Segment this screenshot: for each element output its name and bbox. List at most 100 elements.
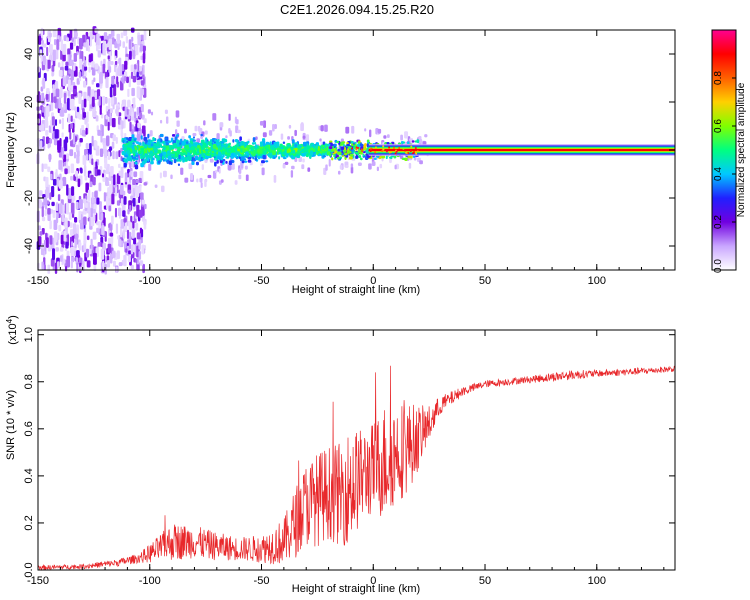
- spectrogram-cell: [357, 143, 361, 148]
- spectrogram-cell: [129, 121, 132, 132]
- spectrogram-cell: [237, 148, 241, 152]
- spectrogram-cell: [273, 141, 278, 145]
- spectrogram-cell: [153, 143, 157, 147]
- spectrogram-cell: [57, 194, 61, 202]
- spectrogram-cell: [139, 260, 144, 266]
- spectrogram-cell: [217, 151, 221, 155]
- spectrogram-cell: [133, 138, 137, 142]
- spectrogram-cell: [388, 151, 391, 154]
- spectrogram-cell: [255, 144, 258, 149]
- spectrogram-cell: [139, 227, 143, 234]
- spectrogram-cell: [259, 155, 264, 159]
- spectrogram-cell: [368, 163, 372, 170]
- spectrogram-cell: [286, 149, 290, 154]
- spectrogram-cell: [202, 157, 205, 161]
- spectrogram-cell: [92, 252, 97, 265]
- snr-multiplier: (x104): [5, 315, 19, 345]
- spectrogram-cell: [58, 203, 63, 214]
- spectrogram-cell: [69, 29, 73, 40]
- spectrogram-cell: [88, 152, 92, 163]
- spectrogram-cell: [123, 218, 127, 223]
- spectrogram-cell: [108, 33, 112, 40]
- spectrogram-cell: [261, 160, 265, 164]
- spectrogram-cell: [167, 146, 170, 151]
- spectrogram-cell: [131, 87, 135, 97]
- spectrogram-cell: [102, 96, 106, 106]
- spectrogram-cell: [101, 124, 104, 137]
- spectrogram-cell: [251, 153, 256, 156]
- spectrogram-cell: [178, 154, 181, 160]
- spectrogram-cell: [215, 169, 218, 174]
- spectrogram-cell: [70, 175, 73, 181]
- spectrogram-cell: [68, 212, 72, 220]
- spectrogram-cell: [70, 246, 75, 257]
- spectrogram-cell: [104, 157, 108, 168]
- spectrogram-cell: [122, 229, 126, 239]
- spectrogram-cell: [118, 150, 121, 158]
- spectrogram-cell: [154, 184, 158, 188]
- snr-xtick-label: 0: [370, 575, 376, 587]
- spectrogram-cell: [403, 149, 406, 152]
- spectrogram-cell: [46, 59, 51, 69]
- spectrogram-cell: [355, 155, 359, 159]
- spectrogram-cell: [49, 220, 52, 230]
- spectrogram-cell: [41, 261, 44, 270]
- spectrogram-cell: [212, 113, 217, 121]
- spectrogram-cell: [168, 161, 172, 165]
- spectrogram-cell: [346, 144, 351, 147]
- spectrogram-cell: [70, 115, 73, 122]
- spectrogram-cell: [129, 50, 132, 60]
- spectrogram-cell: [133, 237, 137, 245]
- spectrogram-cell: [66, 184, 69, 196]
- spectrogram-cell: [371, 161, 376, 166]
- spectrogram-cell: [411, 140, 415, 143]
- spectrogram-cell: [388, 146, 391, 149]
- spectrogram-cell: [252, 156, 255, 160]
- spectrogram-cell: [104, 263, 107, 275]
- spectrogram-cell: [188, 143, 193, 147]
- spectrogram-cell: [419, 139, 423, 143]
- spectrogram-cell: [50, 258, 55, 267]
- spectrogram-cell: [351, 149, 355, 152]
- spectrogram-cell: [162, 146, 166, 151]
- spectrogram-cell: [402, 147, 405, 150]
- snr-ytick-label: 0.2: [23, 515, 35, 530]
- spectrogram-cell: [190, 173, 194, 181]
- spectrogram-cell: [196, 178, 199, 183]
- spectrogram-cell: [331, 157, 334, 161]
- spectrogram-cell: [86, 235, 90, 241]
- spectrogram-cell: [300, 148, 305, 153]
- spectrogram-cell: [211, 153, 214, 157]
- spectrogram-cell: [115, 137, 118, 144]
- spectrogram-cell: [322, 155, 327, 158]
- spectrogram-cell: [127, 100, 131, 108]
- spectrogram-cell: [181, 141, 186, 146]
- spectrogram-tone-band: [368, 148, 675, 152]
- spectrogram-cell: [369, 150, 372, 153]
- spectrogram-cell: [192, 142, 197, 147]
- spectrogram-cell: [148, 153, 152, 159]
- spectrogram-cell: [272, 123, 275, 132]
- spectrogram-cell: [260, 142, 263, 147]
- spectrogram-cell: [52, 84, 55, 94]
- spectrogram-cell: [132, 179, 137, 186]
- spectrogram-cell: [123, 254, 127, 267]
- spectrogram-cell: [83, 98, 87, 108]
- spectrogram-cell: [219, 146, 223, 150]
- spectrogram-cell: [78, 93, 82, 105]
- spectrogram-cell: [280, 133, 284, 140]
- spectrogram-cell: [115, 151, 119, 160]
- spectrogram-cell: [132, 229, 135, 239]
- spectrogram-cell: [274, 144, 278, 149]
- spectrogram-cell: [134, 161, 138, 165]
- spectrogram-cell: [87, 189, 91, 202]
- spectrogram-cell: [74, 170, 79, 177]
- spectrogram-cell: [50, 173, 53, 180]
- spectrogram-cell: [120, 132, 124, 139]
- spectrogram-cell: [78, 38, 83, 50]
- spectrogram-cell: [63, 161, 67, 167]
- spectrogram-cell: [312, 147, 315, 153]
- spectrogram-cell: [62, 77, 67, 87]
- spectrogram-cell: [419, 160, 423, 165]
- spectrogram-cell: [97, 242, 102, 247]
